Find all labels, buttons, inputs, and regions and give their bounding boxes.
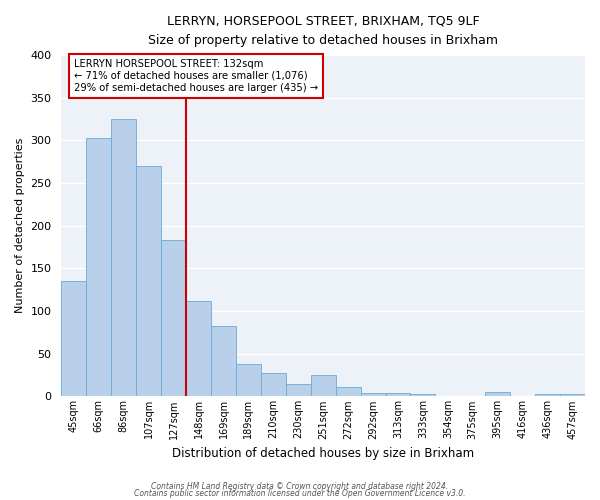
Y-axis label: Number of detached properties: Number of detached properties xyxy=(15,138,25,314)
Bar xyxy=(485,392,510,396)
Bar xyxy=(61,281,86,396)
Text: Contains HM Land Registry data © Crown copyright and database right 2024.: Contains HM Land Registry data © Crown c… xyxy=(151,482,449,491)
Bar xyxy=(86,138,111,396)
Bar xyxy=(286,384,311,396)
Bar xyxy=(261,374,286,396)
Bar xyxy=(361,393,386,396)
Text: Contains public sector information licensed under the Open Government Licence v3: Contains public sector information licen… xyxy=(134,489,466,498)
Bar xyxy=(386,393,410,396)
Bar xyxy=(136,166,161,396)
Bar xyxy=(560,394,585,396)
X-axis label: Distribution of detached houses by size in Brixham: Distribution of detached houses by size … xyxy=(172,447,474,460)
Bar xyxy=(335,387,361,396)
Bar xyxy=(535,394,560,396)
Bar xyxy=(111,119,136,396)
Bar xyxy=(410,394,436,396)
Title: LERRYN, HORSEPOOL STREET, BRIXHAM, TQ5 9LF
Size of property relative to detached: LERRYN, HORSEPOOL STREET, BRIXHAM, TQ5 9… xyxy=(148,15,498,47)
Bar xyxy=(236,364,261,396)
Bar xyxy=(186,301,211,396)
Bar xyxy=(211,326,236,396)
Bar xyxy=(311,375,335,396)
Text: LERRYN HORSEPOOL STREET: 132sqm
← 71% of detached houses are smaller (1,076)
29%: LERRYN HORSEPOOL STREET: 132sqm ← 71% of… xyxy=(74,60,318,92)
Bar xyxy=(161,240,186,396)
